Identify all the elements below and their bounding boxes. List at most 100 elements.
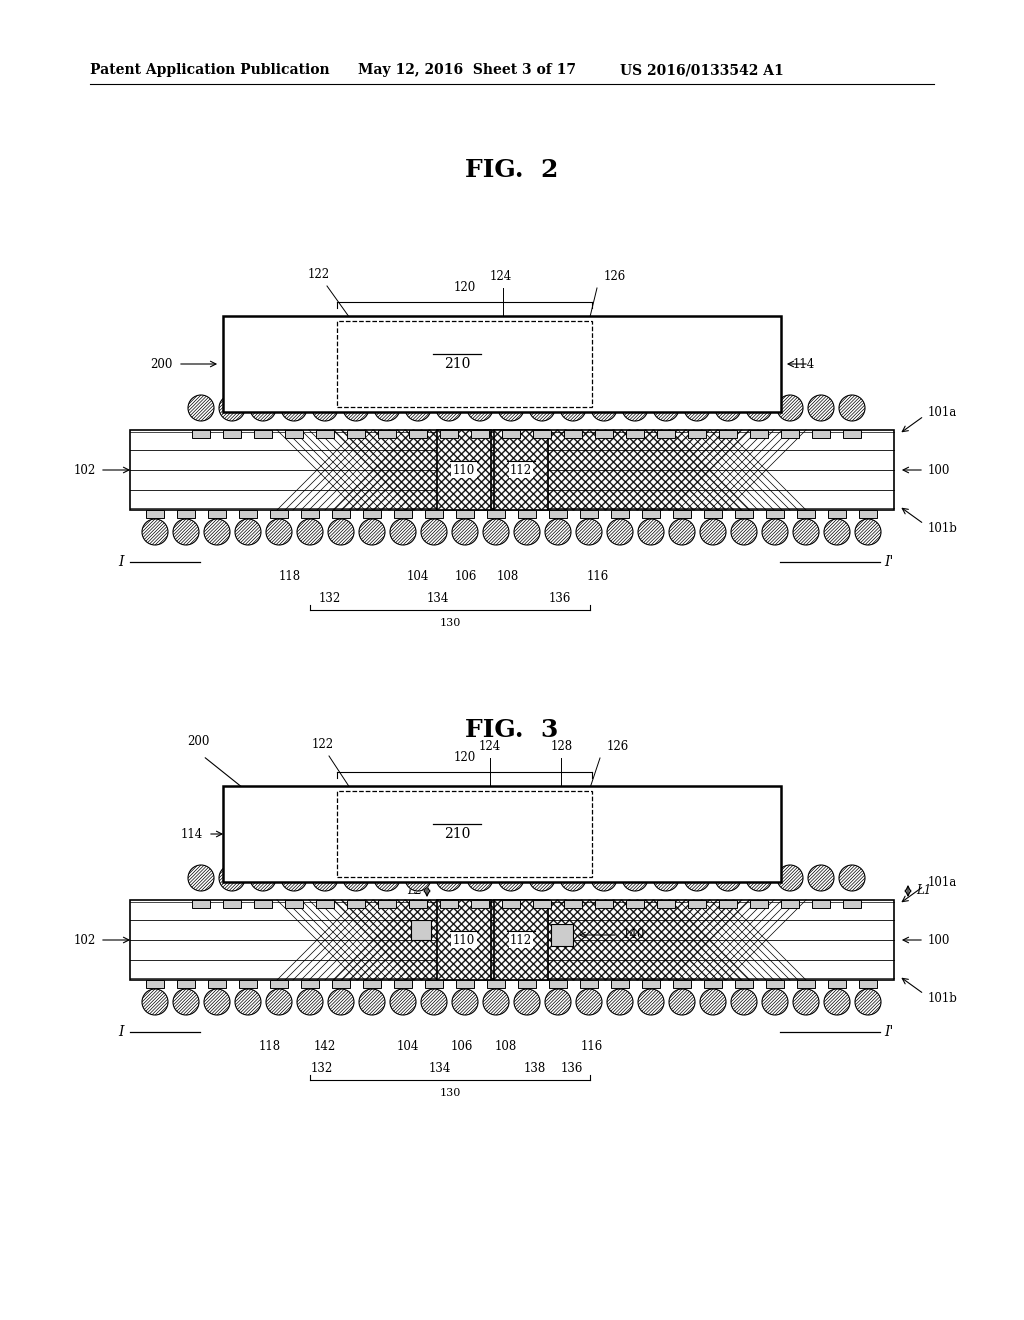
Bar xyxy=(362,510,381,517)
Text: 138: 138 xyxy=(524,1063,546,1074)
Bar xyxy=(456,510,474,517)
Bar xyxy=(239,979,257,987)
Circle shape xyxy=(777,865,803,891)
Circle shape xyxy=(266,989,292,1015)
Circle shape xyxy=(700,519,726,545)
Text: 108: 108 xyxy=(495,1040,517,1053)
Bar xyxy=(437,430,490,510)
Circle shape xyxy=(173,989,199,1015)
Circle shape xyxy=(591,865,617,891)
Circle shape xyxy=(421,519,447,545)
Text: 108: 108 xyxy=(497,570,519,583)
Bar xyxy=(580,510,598,517)
Circle shape xyxy=(808,865,834,891)
Circle shape xyxy=(653,395,679,421)
Bar xyxy=(130,430,894,510)
Circle shape xyxy=(715,395,741,421)
Circle shape xyxy=(328,519,354,545)
Circle shape xyxy=(483,519,509,545)
Circle shape xyxy=(684,395,710,421)
Text: 101a: 101a xyxy=(928,405,957,418)
Text: 102: 102 xyxy=(74,463,96,477)
Circle shape xyxy=(390,989,416,1015)
Bar xyxy=(502,900,520,908)
Bar xyxy=(177,510,195,517)
Bar xyxy=(332,510,350,517)
Circle shape xyxy=(529,395,555,421)
Bar xyxy=(316,430,334,438)
Text: 210: 210 xyxy=(444,828,471,841)
Bar xyxy=(347,900,365,908)
Bar xyxy=(534,900,551,908)
Circle shape xyxy=(390,519,416,545)
Bar xyxy=(223,785,781,882)
Bar xyxy=(254,430,272,438)
Text: 101b: 101b xyxy=(928,991,957,1005)
Circle shape xyxy=(343,395,369,421)
Circle shape xyxy=(514,989,540,1015)
Bar xyxy=(471,900,489,908)
Circle shape xyxy=(653,865,679,891)
Text: 118: 118 xyxy=(259,1040,281,1053)
Bar xyxy=(409,900,427,908)
Text: May 12, 2016  Sheet 3 of 17: May 12, 2016 Sheet 3 of 17 xyxy=(358,63,575,77)
Text: 100: 100 xyxy=(928,933,950,946)
Text: L1: L1 xyxy=(916,884,931,898)
Circle shape xyxy=(188,865,214,891)
Bar xyxy=(378,900,396,908)
Bar xyxy=(494,900,548,979)
Circle shape xyxy=(545,989,571,1015)
Bar xyxy=(549,979,567,987)
Text: I': I' xyxy=(884,554,893,569)
Bar xyxy=(347,430,365,438)
Bar xyxy=(208,510,226,517)
Text: 124: 124 xyxy=(479,741,501,752)
Bar xyxy=(471,430,489,438)
Bar xyxy=(595,430,613,438)
Bar xyxy=(626,430,644,438)
Text: 104: 104 xyxy=(407,570,429,583)
Bar xyxy=(378,430,396,438)
Text: FIG.  2: FIG. 2 xyxy=(465,158,559,182)
Text: 116: 116 xyxy=(581,1040,603,1053)
Text: 128: 128 xyxy=(550,741,572,752)
Circle shape xyxy=(746,395,772,421)
Text: I: I xyxy=(119,1026,124,1039)
Bar xyxy=(611,510,629,517)
Text: 124: 124 xyxy=(489,271,512,282)
Circle shape xyxy=(467,395,493,421)
Bar xyxy=(130,900,894,979)
Text: 136: 136 xyxy=(549,591,571,605)
Circle shape xyxy=(142,989,168,1015)
Bar xyxy=(828,979,846,987)
Circle shape xyxy=(607,989,633,1015)
Bar xyxy=(177,979,195,987)
Bar xyxy=(494,430,548,510)
Circle shape xyxy=(359,989,385,1015)
Circle shape xyxy=(855,519,881,545)
Circle shape xyxy=(498,395,524,421)
Text: 130: 130 xyxy=(439,1088,461,1098)
Text: 114: 114 xyxy=(793,358,815,371)
Circle shape xyxy=(312,395,338,421)
Text: I: I xyxy=(119,554,124,569)
Circle shape xyxy=(204,989,230,1015)
Text: 132: 132 xyxy=(311,1063,333,1074)
Text: FIG.  3: FIG. 3 xyxy=(465,718,559,742)
Text: 140: 140 xyxy=(623,928,645,941)
Text: 122: 122 xyxy=(308,268,330,281)
Text: I': I' xyxy=(884,1026,893,1039)
Circle shape xyxy=(638,989,664,1015)
Circle shape xyxy=(669,989,695,1015)
Text: 126: 126 xyxy=(604,271,627,282)
Circle shape xyxy=(297,989,323,1015)
Bar xyxy=(642,979,660,987)
Bar xyxy=(301,510,319,517)
Bar xyxy=(337,321,592,407)
Circle shape xyxy=(824,519,850,545)
Circle shape xyxy=(731,519,757,545)
Bar xyxy=(193,900,210,908)
Circle shape xyxy=(374,865,400,891)
Bar xyxy=(285,430,303,438)
Text: 134: 134 xyxy=(429,1063,452,1074)
